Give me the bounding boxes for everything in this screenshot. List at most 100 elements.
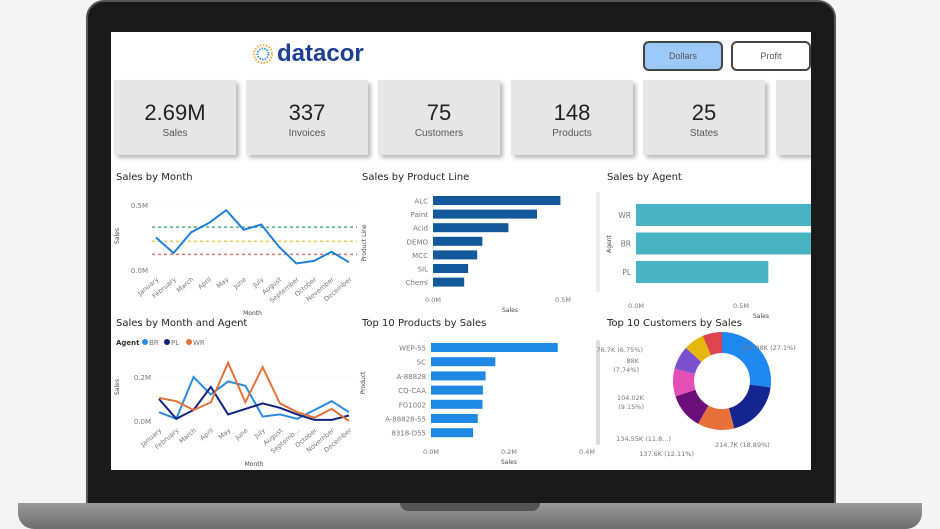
bar-SC [431, 357, 496, 367]
kpi-value: 2.69M [144, 100, 206, 125]
x-axis-label: Month [243, 310, 262, 317]
logo: datacor [253, 40, 364, 68]
series-line-sales [155, 208, 350, 265]
category-label: A-88828-55 [385, 416, 426, 424]
legend-label: PL [171, 339, 179, 347]
donut-label: 88K [626, 357, 639, 365]
sales-by-product-line-chart: ALC Paint Acid DEMO MCC SIL Cheml 0.0M 0.5M Sales… [361, 192, 600, 314]
donut-label: (7.74%) [613, 366, 639, 374]
category-label: PL [622, 268, 632, 277]
kpi-sales: 2.69M Sales [114, 80, 236, 155]
x-axis-label: Sales [502, 307, 518, 314]
chart-title: Sales by Product Line [362, 172, 470, 183]
bar-PL [636, 261, 769, 283]
x-tick-label: 0.0M [423, 448, 439, 456]
category-label: WEP-55 [399, 345, 426, 353]
chart-title: Top 10 Customers by Sales [607, 318, 742, 329]
bar-WEP-55 [431, 343, 558, 352]
sales-by-agent-chart: WR BR PL 0.0M 0.5M Sales Agent [606, 204, 811, 320]
laptop-notch [400, 503, 540, 511]
logo-dots-icon [253, 44, 273, 64]
scrollbar[interactable] [596, 340, 600, 445]
category-label: Paint [411, 211, 429, 219]
kpi-invoices: 337 Invoices [246, 80, 368, 155]
category-label: CQ-CAA [398, 387, 426, 395]
legend-marker [186, 339, 192, 345]
category-label: MCC [412, 252, 428, 260]
y-axis-label: Product Line [361, 224, 368, 262]
kpi-value: 75 [426, 100, 452, 125]
kpi-value: 148 [553, 100, 591, 125]
category-label: SIL [418, 266, 429, 274]
bar-A-88828-55 [431, 414, 478, 423]
donut-label: 134.55K (11.8...) [616, 435, 671, 443]
category-label: SC [417, 359, 426, 367]
donut-label: 104.02K [617, 394, 645, 402]
donut-slice [674, 347, 702, 374]
legend-label: WR [193, 339, 205, 347]
category-label: FG1002 [399, 401, 426, 409]
kpi-label: Sales [162, 128, 188, 139]
x-tick-label: 0.0M [628, 302, 644, 310]
donut-label: 214.7K (18.89%) [715, 441, 770, 449]
donut-label: 137.6K (12.11%) [639, 450, 694, 458]
kpi-products: 148 Products [511, 80, 633, 155]
dashboard-screen: datacor Dollars Profit 2.69M Sales 337 Inv… [111, 32, 811, 470]
chart-title: Sales by Month [116, 172, 193, 183]
bar-SIL [433, 264, 469, 273]
dollars-button[interactable]: Dollars [643, 41, 723, 71]
y-axis-label: Sales [114, 379, 121, 395]
y-axis-label: Sales [114, 228, 121, 244]
chart-title: Sales by Agent [607, 172, 682, 183]
donut-label: 307.98K (27.1%) [741, 344, 796, 352]
category-label: WR [618, 211, 631, 220]
bar-A-88828 [431, 371, 486, 381]
category-label: A-88828 [397, 373, 426, 381]
x-tick-label: 0.5M [733, 302, 749, 310]
category-label: 8318-D55 [391, 430, 426, 438]
x-tick-label: 0.5M [555, 296, 571, 304]
kpi-partial [776, 80, 811, 155]
donut-slice [702, 332, 722, 356]
kpi-customers: 75 Customers [378, 80, 500, 155]
category-label: Acid [413, 225, 428, 233]
bar-WR [636, 204, 811, 226]
x-tick-label: 0.0M [425, 296, 441, 304]
category-label: DEMO [407, 238, 429, 246]
y-axis-label: Agent [606, 234, 613, 252]
x-axis-label: Month [245, 461, 264, 468]
donut-label: (9.15%) [618, 403, 644, 411]
x-tick-label: 0.2M [501, 448, 517, 456]
profit-button[interactable]: Profit [731, 41, 811, 71]
kpi-label: Customers [414, 128, 464, 139]
y-tick-label: 0.0M [131, 267, 148, 275]
bar-FG1002 [431, 399, 483, 409]
bar-MCC [433, 250, 478, 260]
bar-DEMO [433, 236, 483, 246]
chart-title: Sales by Month and Agent [116, 318, 248, 329]
bar-Paint [433, 209, 537, 219]
legend-marker [142, 339, 148, 345]
bar-BR [636, 232, 811, 255]
sales-by-month-agent-chart: Agent BR PL WR0.2M0.0MSalesJanuaryFebruaryM… [114, 339, 357, 468]
donut-label: 76.7K (6.75%) [596, 346, 643, 354]
series-line-WR [158, 360, 350, 422]
top-products-chart: WEP-55 SC A-88828 CQ-CAA FG1002 A-88828-55 831… [360, 340, 600, 466]
kpi-value: 25 [691, 100, 717, 125]
kpi-label: Invoices [288, 128, 326, 139]
donut-slice [728, 384, 771, 429]
bar-Acid [433, 223, 509, 233]
series-line-PL [158, 385, 350, 421]
legend-label: BR [149, 339, 159, 347]
x-axis-label: Sales [501, 459, 517, 466]
kpi-label: States [689, 128, 719, 139]
y-tick-label: 0.2M [134, 374, 151, 382]
y-tick-label: 0.5M [131, 202, 148, 210]
category-label: Cheml [406, 279, 428, 287]
legend-marker [164, 339, 170, 345]
logo-text: datacor [277, 40, 364, 67]
scrollbar[interactable] [596, 192, 600, 292]
donut-slice [672, 368, 696, 397]
x-tick-label: 0.4M [579, 448, 595, 456]
